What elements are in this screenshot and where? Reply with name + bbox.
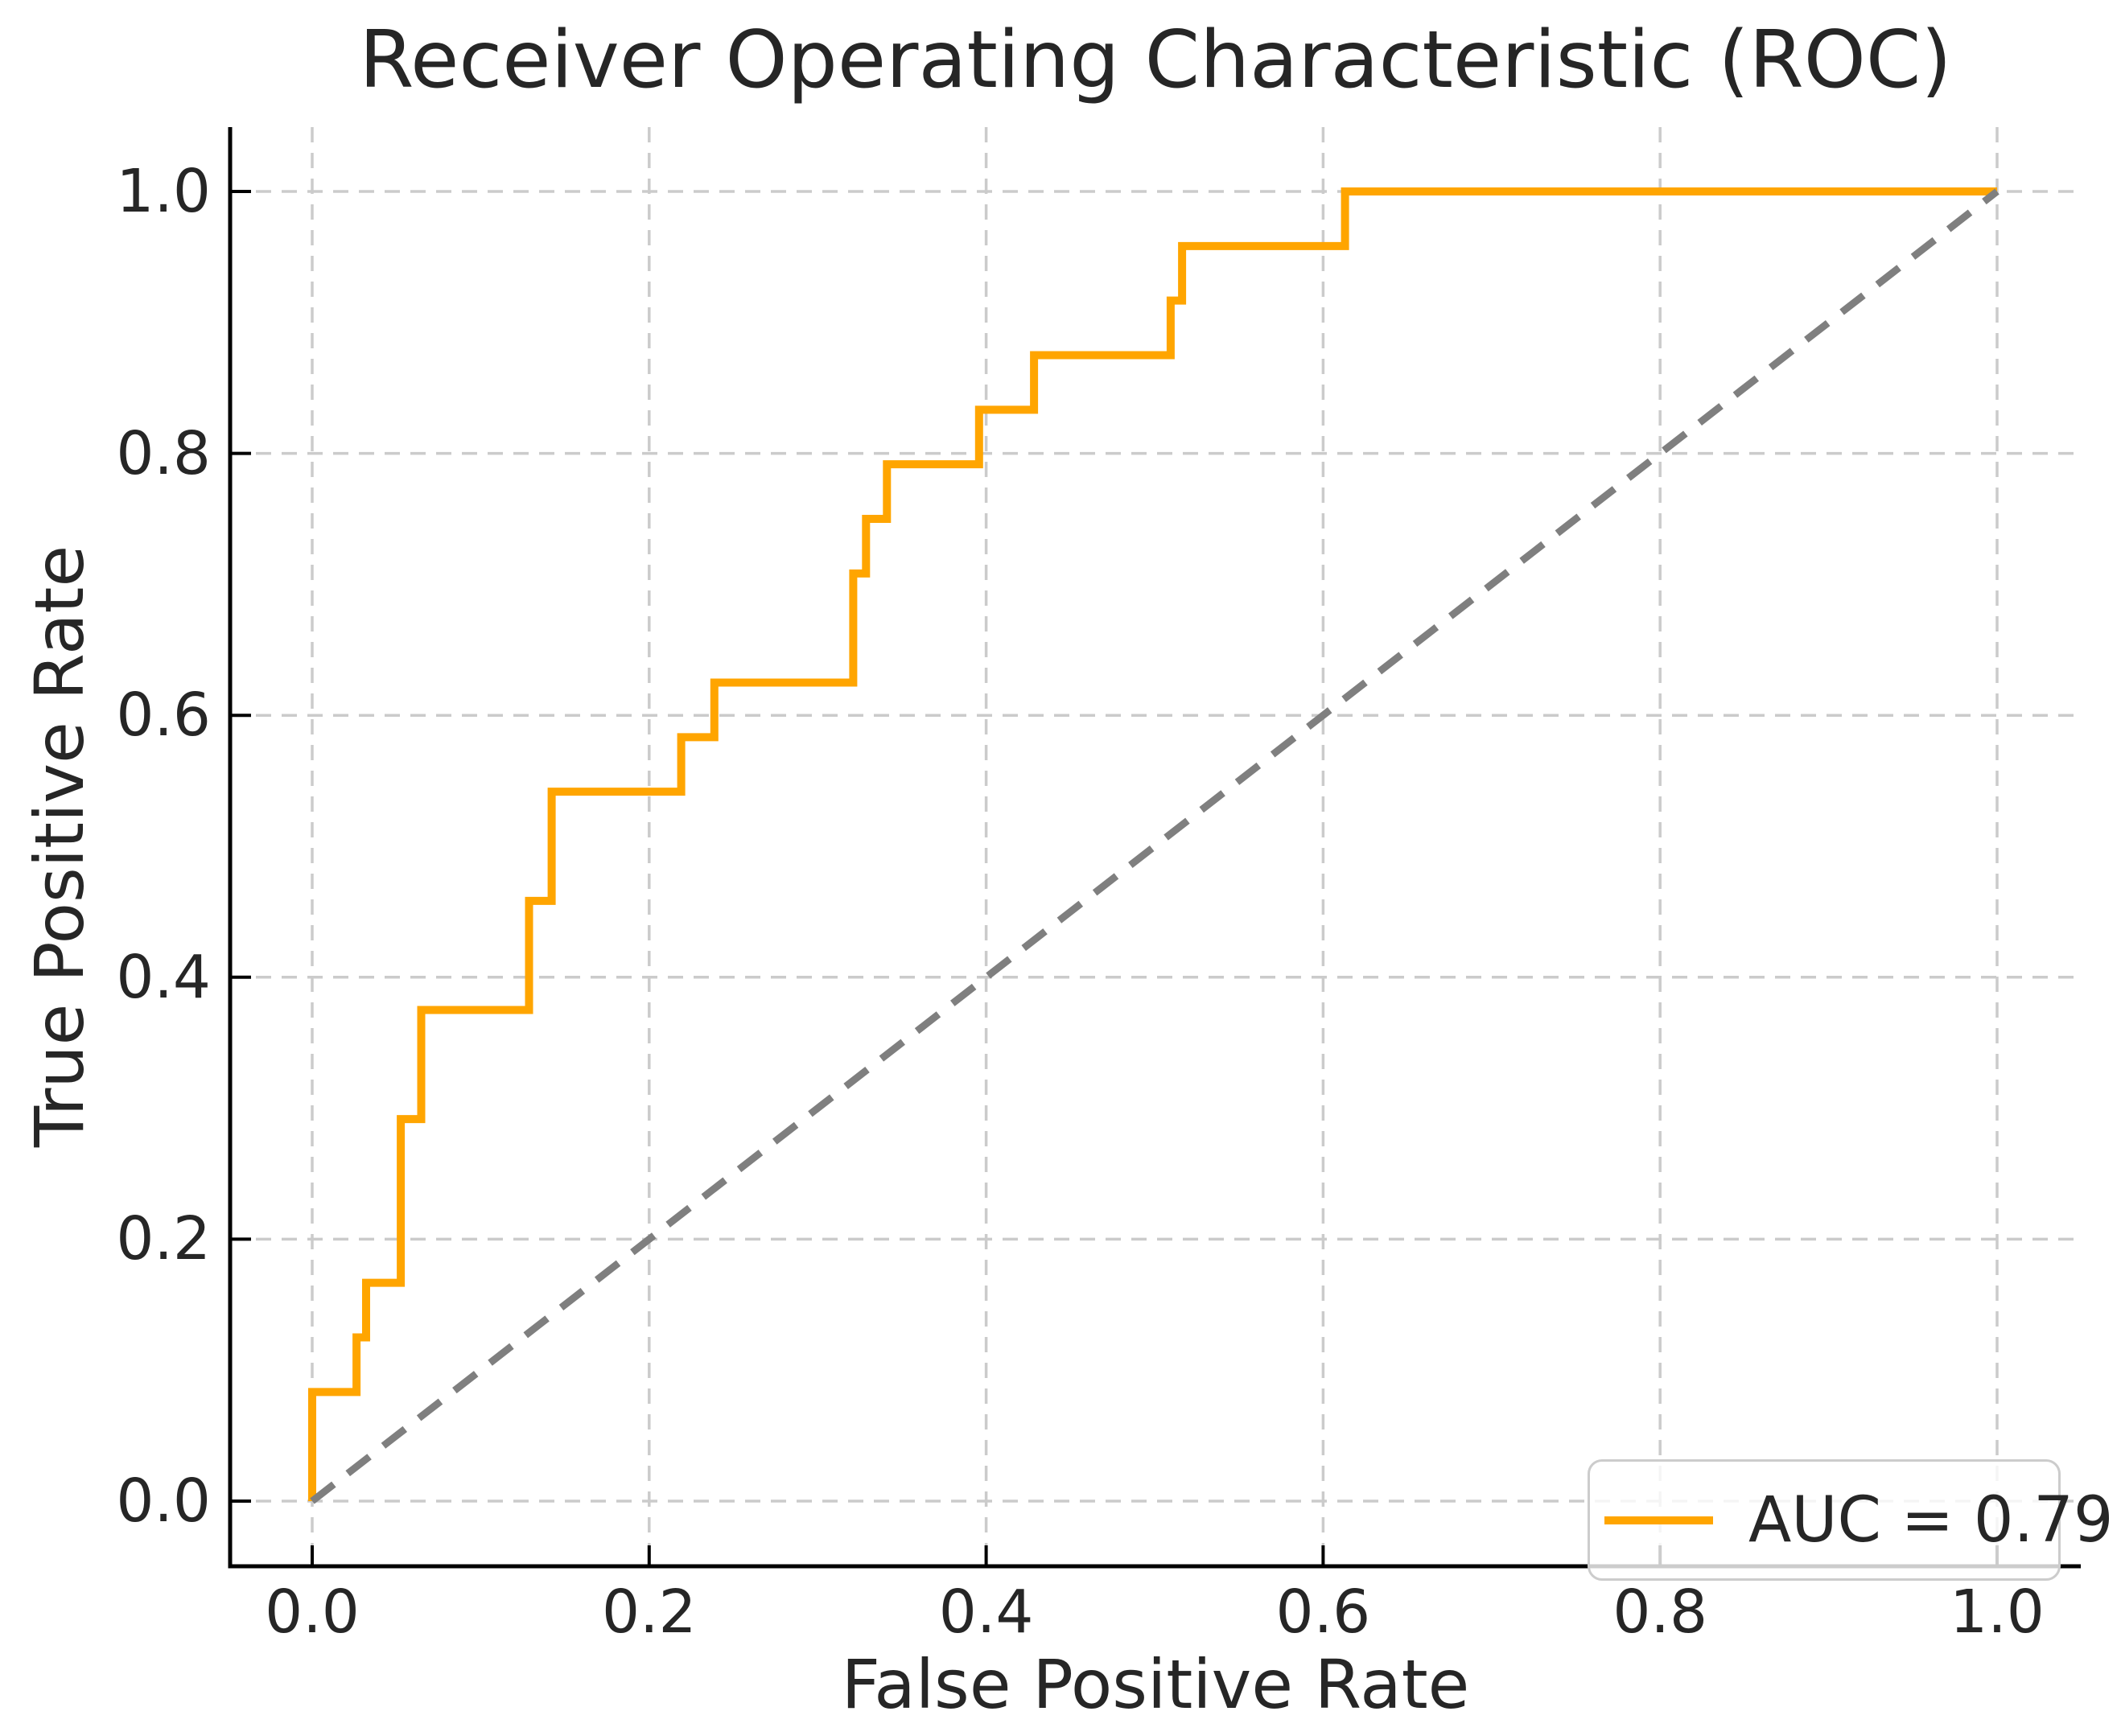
legend: AUC = 0.79	[1588, 1459, 2114, 1581]
legend-line-sample	[1604, 1516, 1713, 1524]
chance-diagonal-line	[310, 188, 2000, 1504]
roc-curve-line	[308, 187, 1997, 1501]
y-axis-label: True Positive Rate	[20, 545, 99, 1148]
legend-label: AUC = 0.79	[1748, 1483, 2114, 1557]
chart-title: Receiver Operating Characteristic (ROC)	[359, 14, 1952, 106]
x-axis-label: False Positive Rate	[841, 1645, 1470, 1724]
